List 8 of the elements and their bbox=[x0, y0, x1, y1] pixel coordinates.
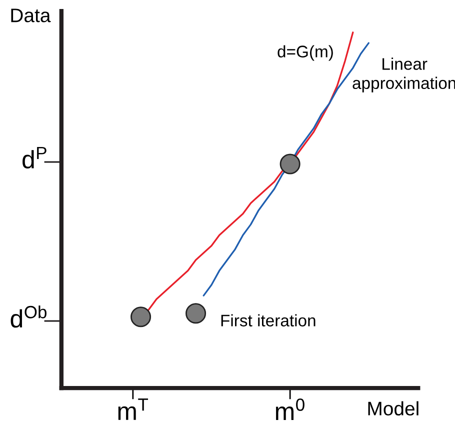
x-axis-title: Model bbox=[368, 401, 418, 416]
text: d$^{P}$ bbox=[22, 146, 46, 168]
annotation: d=G(m) bbox=[278, 45, 333, 61]
x-tick-label: m$^{T}$ bbox=[118, 398, 148, 420]
y-axis-title: Data bbox=[11, 8, 51, 22]
annotation: First iteration bbox=[221, 314, 316, 326]
text: d$^{Ob}$ bbox=[10, 305, 46, 328]
x-tick-label: m$^{0}$ bbox=[276, 398, 304, 420]
